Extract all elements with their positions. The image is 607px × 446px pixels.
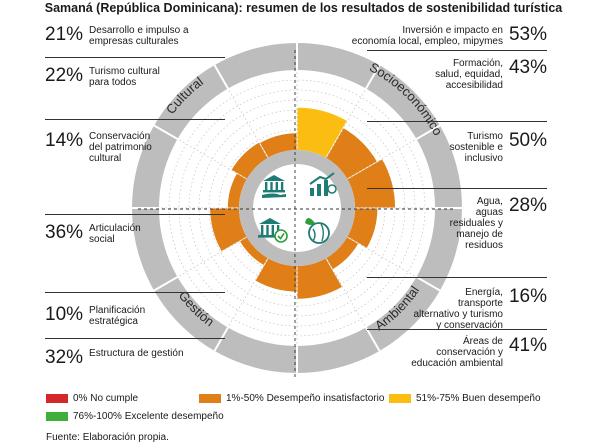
bar-segment: [231, 142, 268, 179]
bar-segment: [347, 208, 378, 249]
bar-segment: [210, 208, 247, 252]
segment-grid-line: [325, 88, 367, 158]
right-item-4: Agua, aguas residuales y manejo de residuos 2…: [450, 196, 547, 251]
bar-segment: [347, 159, 395, 208]
item-percent: 14%: [45, 130, 84, 151]
right-item-3: Turismo sostenible e inclusivo 50%: [450, 131, 547, 164]
separator-line: [45, 292, 225, 293]
item-label: Planificación estratégica: [89, 305, 146, 327]
legend-item-excelente: 76%-100% Excelente desempeño: [46, 411, 224, 422]
separator-line: [367, 50, 547, 51]
item-percent: 53%: [508, 24, 547, 45]
item-label: Conservación del patrimonio cultural: [89, 131, 152, 164]
right-item-5: Energía, transporte alternativo y turismo y…: [413, 287, 547, 331]
item-label: Energía, transporte alternativo y turismo y…: [413, 287, 503, 331]
item-percent: 22%: [45, 65, 84, 86]
segment-grid-line: [325, 258, 367, 328]
item-label: Desarrollo e impulso a empresas culturale…: [89, 25, 189, 47]
separator-line: [45, 57, 225, 58]
segment-grid-line: [347, 138, 417, 180]
item-label: Articulación social: [89, 223, 141, 245]
left-item-5: 10% Planificación estratégica: [45, 305, 145, 327]
legend-label: 76%-100% Excelente desempeño: [73, 411, 224, 422]
ring-divider: [416, 124, 441, 140]
ring-divider: [153, 124, 178, 140]
legend-swatch: [199, 394, 221, 403]
legend-label: 51%-75% Buen desempeño: [416, 393, 541, 404]
item-label: Agua, aguas residuales y manejo de residuos: [449, 196, 503, 251]
ring-divider: [213, 327, 229, 352]
left-item-3: 14% Conservación del patrimonio cultural: [45, 131, 152, 164]
right-item-2: Formación, salud, equidad, accesibilidad 43…: [435, 58, 547, 91]
bar-segment: [227, 173, 247, 208]
source-note: Fuente: Elaboración propia.: [46, 432, 169, 443]
separator-line: [367, 277, 547, 278]
legend-item-buen: 51%-75% Buen desempeño: [389, 393, 541, 404]
bar-segment: [297, 107, 348, 158]
bar-segment: [326, 127, 378, 179]
item-percent: 32%: [45, 347, 84, 368]
item-percent: 50%: [508, 130, 547, 151]
bar-segment: [255, 258, 297, 292]
legend-item-insatisfactorio: 1%-50% Desempeño insatisfactorio: [199, 393, 384, 404]
legend-label: 0% No cumple: [73, 393, 139, 404]
left-item-2: 22% Turismo cultural para todos: [45, 66, 160, 88]
separator-line: [367, 329, 547, 330]
segment-grid-line: [227, 258, 269, 328]
item-percent: 10%: [45, 304, 84, 325]
right-item-6: Áreas de conservación y educación ambienta…: [411, 336, 547, 369]
item-label: Turismo sostenible e inclusivo: [449, 131, 503, 164]
right-item-1: Inversión e impacto en economía local, em…: [352, 25, 547, 47]
money-growth-icon: [309, 172, 337, 196]
quadrant-label: Socioeconómico: [367, 59, 446, 138]
separator-line: [45, 214, 225, 215]
bar-segment: [239, 237, 268, 266]
item-label: Inversión e impacto en economía local, em…: [351, 25, 503, 47]
bar-segment: [297, 258, 343, 299]
chart-title: Samaná (República Dominicana): resumen d…: [44, 1, 563, 15]
item-label: Formación, salud, equidad, accesibilidad: [435, 58, 503, 91]
legend-swatch: [389, 394, 411, 403]
segment-grid-line: [347, 236, 417, 278]
separator-line: [45, 338, 225, 339]
left-item-1: 21% Desarrollo e impulso a empresas cultur…: [45, 25, 189, 47]
item-label: Turismo cultural para todos: [89, 66, 160, 88]
bar-segment: [259, 133, 297, 158]
separator-line: [45, 119, 225, 120]
bank-hand-icon: [262, 175, 286, 198]
item-percent: 21%: [45, 24, 84, 45]
bar-segment: [326, 237, 359, 270]
legend-item-no-cumple: 0% No cumple: [46, 393, 138, 404]
ring-divider: [153, 276, 178, 292]
item-percent: 16%: [508, 286, 547, 307]
legend-swatch: [46, 394, 68, 403]
left-item-4: 36% Articulación social: [45, 223, 141, 245]
segment-grid-line: [227, 88, 269, 158]
item-percent: 41%: [508, 335, 547, 356]
leaf-globe-icon: [305, 218, 330, 244]
left-item-6: 32% Estructura de gestión: [45, 348, 184, 367]
item-percent: 28%: [508, 195, 547, 216]
ring-divider: [213, 64, 229, 89]
item-percent: 43%: [508, 57, 547, 78]
item-label: Áreas de conservación y educación ambienta…: [411, 336, 503, 369]
ring-divider: [365, 64, 381, 89]
segment-grid-line: [177, 236, 247, 278]
legend-swatch: [46, 412, 68, 421]
segment-grid-line: [177, 138, 247, 180]
item-label: Estructura de gestión: [89, 348, 184, 359]
item-percent: 36%: [45, 222, 84, 243]
ring-divider: [416, 276, 441, 292]
legend-label: 1%-50% Desempeño insatisfactorio: [226, 393, 385, 404]
ring-divider: [365, 327, 381, 352]
separator-line: [367, 121, 547, 122]
separator-line: [367, 188, 547, 189]
bank-check-icon: [258, 218, 288, 243]
